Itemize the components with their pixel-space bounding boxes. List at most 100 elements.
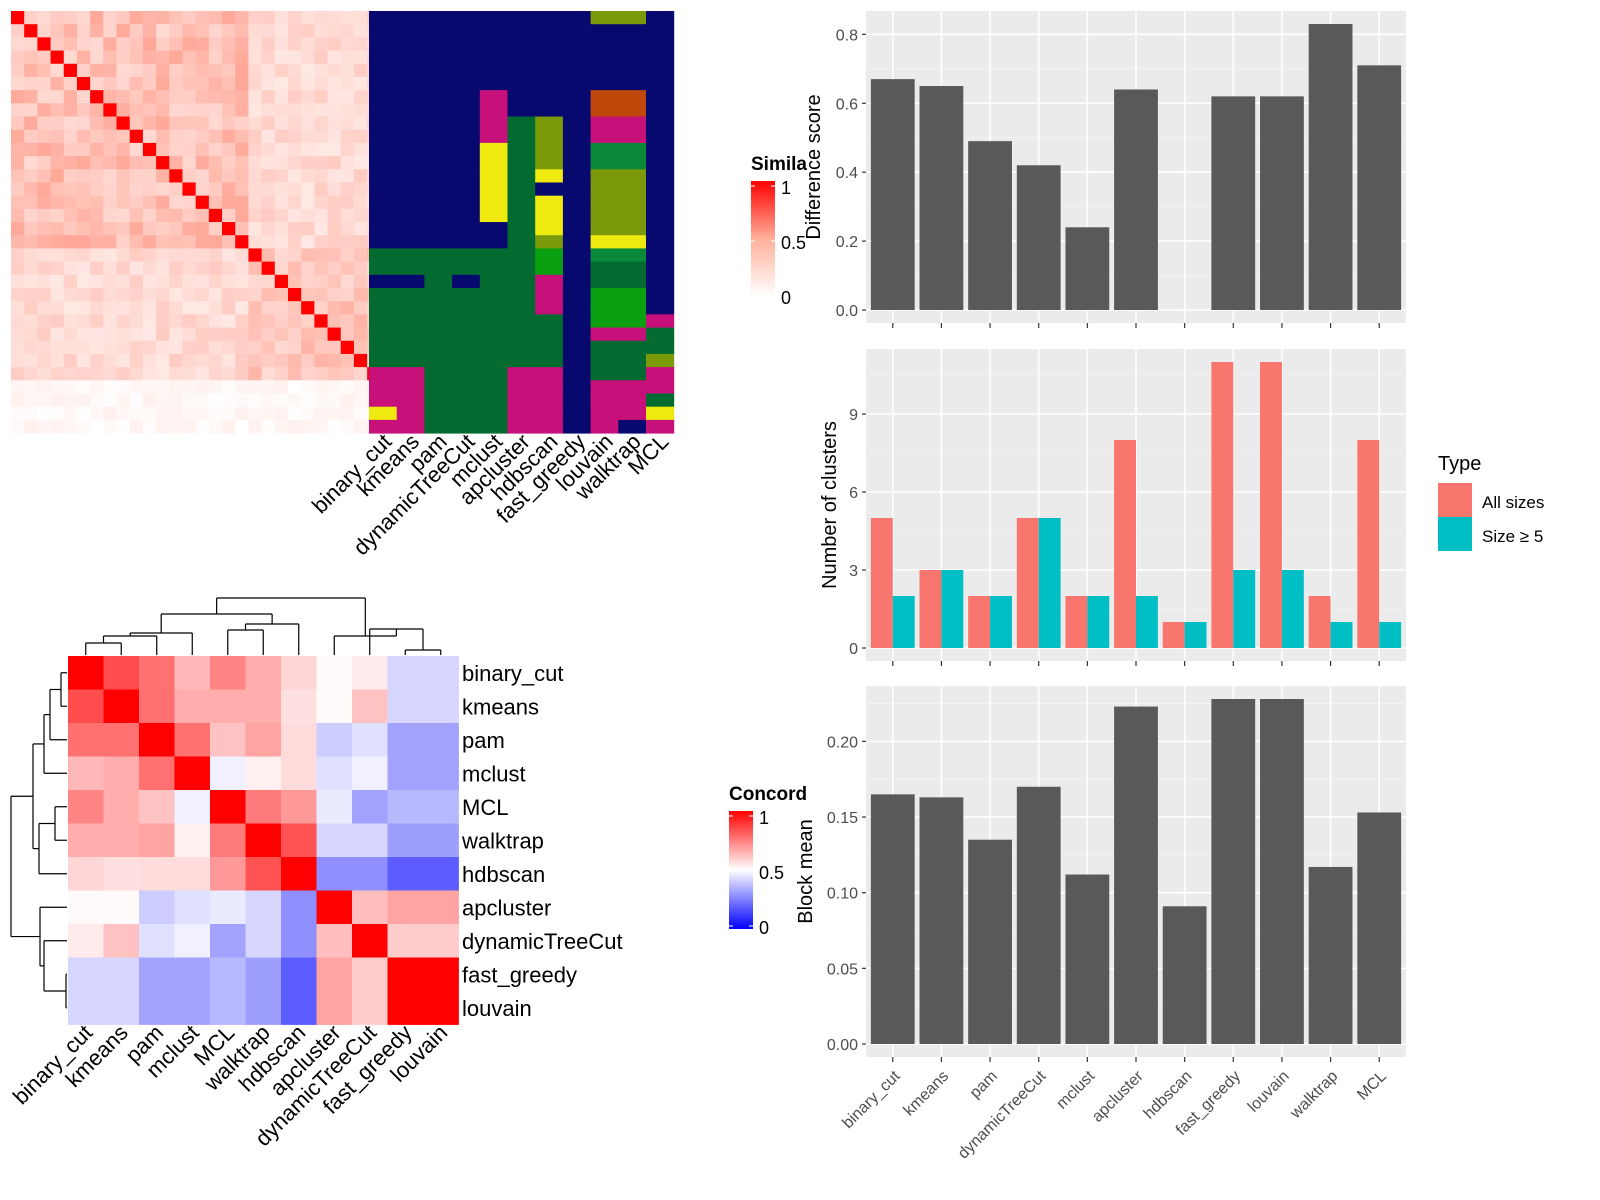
concordance-cell (316, 790, 353, 824)
bar (1114, 706, 1158, 1044)
similarity-cell (63, 380, 78, 394)
assignment-cell (452, 419, 481, 434)
similarity-cell (327, 314, 342, 328)
concordance-cell (245, 857, 282, 891)
similarity-cell (248, 261, 263, 276)
similarity-cell (208, 90, 223, 104)
similarity-cell (274, 195, 289, 210)
bar (870, 794, 915, 1044)
assignment-cell (535, 169, 564, 183)
similarity-cell (195, 195, 210, 210)
similarity-cell (24, 301, 38, 315)
similarity-cell (353, 50, 368, 65)
assignment-cell (618, 90, 647, 104)
similarity-cell (50, 406, 65, 421)
similarity-cell (208, 380, 223, 394)
assignment-cell (535, 340, 564, 355)
similarity-cell (314, 380, 328, 394)
concordance-cell (316, 756, 353, 791)
similarity-cell (287, 37, 302, 51)
similarity-cell (222, 314, 236, 328)
similarity-cell (353, 419, 368, 434)
similarity-cell (90, 169, 104, 183)
legend-key-size-ge5 (1438, 517, 1472, 551)
bar (1211, 699, 1256, 1044)
similarity-cell (129, 195, 144, 210)
similarity-legend-colorbar (751, 181, 775, 297)
assignment-cell (396, 182, 425, 197)
similarity-cell (182, 274, 197, 289)
similarity-cell (24, 393, 38, 408)
similarity-cell (63, 406, 78, 421)
similarity-cell (37, 76, 51, 91)
similarity-cell (327, 261, 342, 276)
similarity-cell (340, 353, 355, 368)
similarity-cell (129, 182, 144, 197)
similarity-cell (301, 406, 315, 421)
similarity-cell (261, 90, 276, 104)
similarity-cell (11, 76, 25, 91)
assignment-cell (424, 419, 453, 434)
bar (1357, 440, 1380, 648)
similarity-cell (222, 235, 236, 249)
similarity-cell (301, 11, 315, 25)
assignment-cell (507, 340, 536, 355)
y-tick-label: 0.8 (836, 27, 858, 44)
similarity-cell (169, 24, 183, 38)
similarity-cell (182, 63, 197, 78)
similarity-cell (76, 142, 91, 157)
similarity-cell (248, 340, 263, 355)
concordance-cell (352, 723, 388, 757)
concordance-cell (387, 957, 424, 992)
similarity-cell (129, 76, 144, 91)
y-tick-label: 9 (849, 407, 858, 424)
similarity-cell (24, 182, 38, 197)
similarity-cell (37, 116, 51, 131)
assignment-cell (562, 50, 592, 65)
similarity-cell (208, 11, 223, 25)
similarity-cell (11, 182, 25, 197)
similarity-cell (353, 195, 368, 210)
similarity-cell (301, 142, 315, 157)
assignment-cell (424, 169, 453, 183)
assignment-cell (396, 367, 425, 381)
similarity-cell (340, 301, 355, 315)
assignment-cell (396, 327, 425, 342)
similarity-cell (314, 222, 328, 236)
assignment-cell (507, 142, 536, 157)
similarity-cell (129, 63, 144, 78)
similarity-cell (327, 301, 342, 315)
assignment-cell (452, 261, 481, 276)
assignment-cell (396, 90, 425, 104)
assignment-cell (369, 340, 398, 355)
assignment-cell (618, 24, 647, 38)
concordance-cell (316, 957, 353, 992)
assignment-cell (535, 24, 564, 38)
assignment-cell (479, 195, 508, 210)
assignment-cell (646, 248, 675, 263)
assignment-cell (646, 37, 675, 52)
similarity-cell (314, 340, 328, 355)
concordance-cell (423, 924, 459, 958)
similarity-cell (63, 11, 78, 25)
similarity-cell (235, 182, 249, 197)
assignment-cell (590, 314, 619, 329)
similarity-cell (24, 327, 38, 342)
similarity-cell (222, 261, 236, 276)
similarity-cell (261, 287, 276, 302)
similarity-cell (248, 37, 263, 51)
similarity-cell (37, 393, 51, 408)
bar (1211, 96, 1256, 310)
similarity-cell (103, 37, 117, 51)
similarity-cell (235, 37, 249, 51)
similarity-cell (90, 90, 104, 104)
similarity-cell (222, 129, 236, 144)
similarity-cell (340, 314, 355, 328)
similarity-cell (24, 195, 38, 210)
similarity-cell (90, 63, 104, 78)
similarity-cell (169, 261, 183, 276)
assignment-cell (369, 248, 398, 263)
similarity-cell (195, 301, 210, 315)
similarity-cell (169, 248, 183, 263)
similarity-cell (222, 103, 236, 117)
